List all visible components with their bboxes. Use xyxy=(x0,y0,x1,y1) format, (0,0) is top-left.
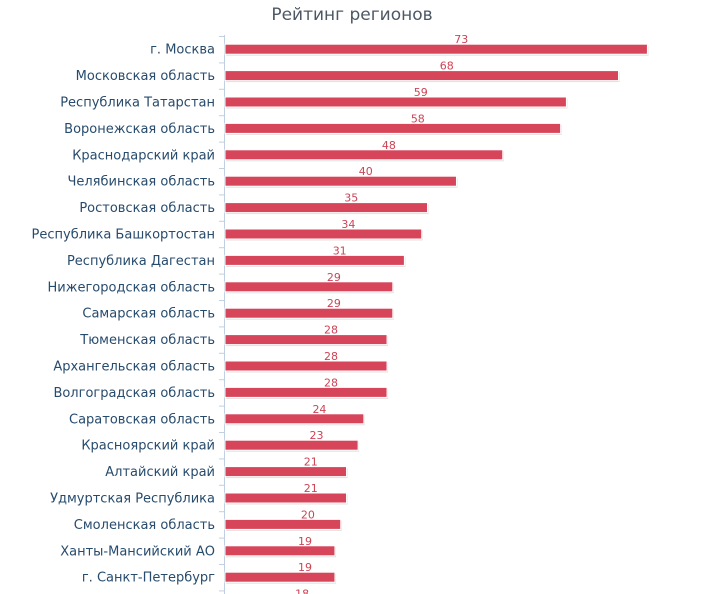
bar[interactable] xyxy=(224,228,423,240)
bar[interactable] xyxy=(224,360,388,372)
bar[interactable] xyxy=(224,254,405,266)
category-label: Самарская область xyxy=(82,307,215,322)
bar[interactable] xyxy=(224,307,394,319)
bar[interactable] xyxy=(224,175,457,187)
category-label: Ханты-Мансийский АО xyxy=(60,544,215,559)
category-label: Красноярский край xyxy=(81,439,215,454)
bar[interactable] xyxy=(224,466,348,478)
bar-series xyxy=(224,43,649,584)
data-label: 19 xyxy=(298,535,312,548)
category-label: Московская область xyxy=(76,69,215,84)
bar[interactable] xyxy=(224,518,342,530)
category-label: Тюменская область xyxy=(79,333,215,348)
category-label: Республика Дагестан xyxy=(67,254,215,269)
data-label: 24 xyxy=(312,403,326,416)
category-label: Волгоградская область xyxy=(53,386,215,401)
bar[interactable] xyxy=(224,122,562,134)
data-label: 59 xyxy=(414,86,428,99)
data-label: 29 xyxy=(327,271,341,284)
data-label: 23 xyxy=(310,429,324,442)
bar[interactable] xyxy=(224,202,429,214)
category-label: Челябинская область xyxy=(67,175,215,190)
category-label: г. Санкт-Петербург xyxy=(82,571,215,586)
data-label: 21 xyxy=(304,482,318,495)
category-label: г. Москва xyxy=(150,43,215,58)
bar[interactable] xyxy=(224,96,567,108)
category-label: Краснодарский край xyxy=(72,148,215,163)
category-labels: г. Москва Московская область Республика Та… xyxy=(32,43,216,586)
data-label: 18 xyxy=(295,588,309,594)
bar[interactable] xyxy=(224,386,388,398)
data-label: 20 xyxy=(301,508,315,521)
category-label: Республика Татарстан xyxy=(60,96,215,111)
chart-title: Рейтинг регионов xyxy=(271,5,432,25)
data-label: 29 xyxy=(327,297,341,310)
data-label: 28 xyxy=(324,350,338,363)
data-label: 68 xyxy=(440,60,454,73)
category-label: Нижегородская область xyxy=(48,280,215,295)
data-label: 19 xyxy=(298,561,312,574)
data-label: 73 xyxy=(454,33,468,46)
bar[interactable] xyxy=(224,149,504,161)
data-label: 40 xyxy=(359,165,373,178)
bar[interactable] xyxy=(224,334,388,346)
category-label: Воронежская область xyxy=(64,122,215,137)
bar[interactable] xyxy=(224,571,336,583)
data-label: 58 xyxy=(411,112,425,125)
bar[interactable] xyxy=(224,70,619,82)
data-label: 28 xyxy=(324,376,338,389)
data-labels: 73 68 59 58 48 40 35 34 31 29 29 28 28 28 24 23 21 21 20 19… xyxy=(295,33,468,594)
bar[interactable] xyxy=(224,43,648,55)
category-label: Республика Башкортостан xyxy=(32,228,215,243)
data-label: 48 xyxy=(382,139,396,152)
category-label: Алтайский край xyxy=(105,465,215,480)
bar[interactable] xyxy=(224,281,394,293)
data-label: 35 xyxy=(344,192,358,205)
bar[interactable] xyxy=(224,439,359,451)
bar[interactable] xyxy=(224,545,336,557)
data-label: 34 xyxy=(341,218,355,231)
data-label: 21 xyxy=(304,456,318,469)
category-label: Ростовская область xyxy=(79,201,215,216)
category-axis-ticks xyxy=(219,36,225,592)
category-label: Саратовская область xyxy=(69,412,215,427)
category-label: Смоленская область xyxy=(74,518,215,533)
bar[interactable] xyxy=(224,413,365,425)
bar[interactable] xyxy=(224,492,348,504)
data-label: 28 xyxy=(324,324,338,337)
data-label: 31 xyxy=(333,244,347,257)
category-label: Удмуртская Республика xyxy=(50,492,215,507)
category-label: Архангельская область xyxy=(53,360,215,375)
